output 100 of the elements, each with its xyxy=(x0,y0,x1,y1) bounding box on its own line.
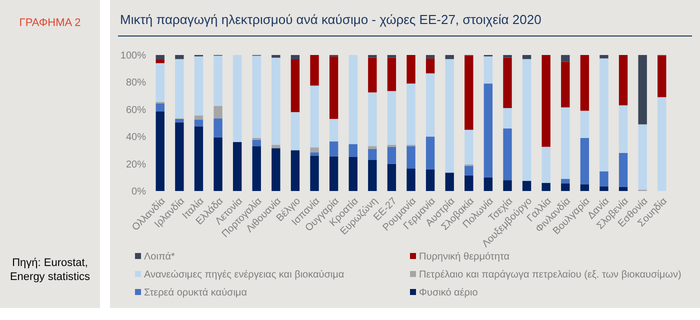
bar xyxy=(580,184,590,191)
bar xyxy=(368,92,377,146)
bar xyxy=(252,56,261,138)
y-tick-label: 80% xyxy=(126,78,146,89)
y-tick-label: 40% xyxy=(126,132,146,144)
legend-label: Λοιπά* xyxy=(144,252,175,262)
bar xyxy=(214,106,222,118)
bar xyxy=(156,55,164,60)
y-tick-label: 0% xyxy=(132,186,146,198)
bar xyxy=(290,55,300,60)
bar xyxy=(445,59,454,173)
y-tick-label: 20% xyxy=(126,159,146,170)
bar xyxy=(522,180,532,191)
bar xyxy=(406,146,416,169)
bar xyxy=(348,55,358,144)
bar xyxy=(310,152,319,156)
bar xyxy=(406,168,416,191)
bar xyxy=(638,55,647,124)
bar xyxy=(503,128,512,180)
bar xyxy=(310,55,319,86)
bar xyxy=(194,116,204,120)
bar xyxy=(503,108,512,128)
bar xyxy=(464,130,474,164)
y-tick-label: 60% xyxy=(126,104,146,116)
bar xyxy=(329,156,338,191)
bar xyxy=(445,172,454,191)
bar xyxy=(600,186,608,191)
bar xyxy=(368,148,377,160)
bar xyxy=(272,144,280,148)
bar xyxy=(175,122,184,191)
bar xyxy=(426,55,435,58)
bar xyxy=(484,177,493,191)
legend-label: Στερεά ορυκτά καύσιμα xyxy=(144,288,248,298)
legend-label: Πυρηνική θερμότητα xyxy=(419,252,510,262)
bar xyxy=(618,55,628,106)
y-tick-label: 100% xyxy=(120,50,146,62)
bar xyxy=(464,175,474,191)
bar xyxy=(542,146,550,183)
bar xyxy=(426,136,435,170)
bar xyxy=(387,146,396,164)
bar xyxy=(580,55,590,111)
bar xyxy=(368,58,377,92)
bar xyxy=(290,59,300,112)
bar xyxy=(272,58,280,145)
bar xyxy=(232,55,242,142)
bar xyxy=(387,55,396,58)
bar xyxy=(522,59,532,181)
bar xyxy=(464,166,474,176)
bar xyxy=(426,58,435,74)
bar xyxy=(618,105,628,153)
bar xyxy=(484,56,493,84)
bar xyxy=(503,55,512,58)
text: Πηγή: Eurostat, Energy statistics xyxy=(10,257,91,283)
bar xyxy=(580,110,590,138)
legend-label: Ανανεώσιμες πηγές ενέργειας και βιοκαύσιμα xyxy=(144,270,344,280)
bar xyxy=(156,63,164,102)
bar xyxy=(348,157,358,191)
bar xyxy=(580,138,590,184)
bar xyxy=(542,182,550,191)
bar xyxy=(368,55,377,58)
bar xyxy=(503,58,512,108)
bar xyxy=(156,111,164,191)
bar xyxy=(387,91,396,145)
bar xyxy=(600,58,608,172)
bar xyxy=(175,118,184,122)
bar xyxy=(272,55,280,58)
bar xyxy=(272,148,280,191)
bar xyxy=(310,156,319,191)
bar xyxy=(600,171,608,186)
bar xyxy=(368,160,377,191)
bar xyxy=(329,118,338,142)
bar xyxy=(214,56,222,106)
chart-title: Μικτή παραγωγή ηλεκτρισμού ανά καύσιμο - χώρες ΕΕ-27, στοιχεία 2020 xyxy=(120,12,542,27)
bar xyxy=(214,118,222,138)
legend-label: Φυσικό αέριο xyxy=(419,288,478,298)
bar xyxy=(406,55,416,84)
bar xyxy=(618,186,628,191)
bar xyxy=(561,178,570,184)
bar xyxy=(561,55,570,62)
bar xyxy=(252,140,261,146)
bar xyxy=(387,164,396,191)
bar xyxy=(252,146,261,191)
bar xyxy=(232,142,242,191)
bar xyxy=(310,147,319,152)
bar xyxy=(329,56,338,119)
bar xyxy=(464,56,474,130)
bar xyxy=(484,84,493,178)
bar xyxy=(618,152,628,187)
bar xyxy=(561,184,570,191)
bar xyxy=(387,58,396,92)
bar xyxy=(290,112,300,150)
bar xyxy=(348,144,358,157)
text: ΓΡΑΦΗΜΑ 2 xyxy=(19,17,81,29)
bar xyxy=(426,169,435,191)
bar xyxy=(214,137,222,191)
bar xyxy=(522,55,532,60)
bar xyxy=(194,126,204,191)
bar xyxy=(175,59,184,118)
bar xyxy=(368,146,377,149)
bar xyxy=(156,59,164,64)
